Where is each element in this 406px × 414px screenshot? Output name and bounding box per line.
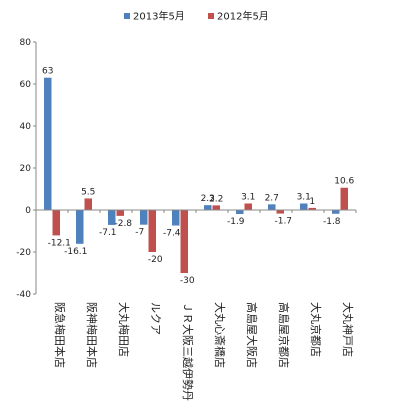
bar-series1 bbox=[236, 210, 244, 214]
legend-swatch bbox=[208, 13, 214, 19]
data-label: 3.1 bbox=[241, 192, 255, 202]
y-axis: -40 -20 0 20 40 60 80 bbox=[16, 38, 37, 300]
data-label: -30 bbox=[180, 276, 195, 286]
bar-series2 bbox=[244, 203, 252, 210]
data-label: 2.7 bbox=[265, 193, 279, 203]
bar-series2 bbox=[308, 207, 316, 210]
category-label: 大丸梅田店 bbox=[117, 302, 131, 357]
data-labels: 63 -16.1 -7.1 -7 -7.4 2.3 -1.9 2.7 3.1 -1.8 -12.1 5… bbox=[42, 67, 355, 286]
legend: 2013年5月 2012年5月 bbox=[124, 10, 269, 23]
data-label: 2.3 bbox=[201, 194, 215, 204]
category-label: 阪急梅田本店 bbox=[53, 302, 67, 368]
category-label: 高島屋京都店 bbox=[277, 302, 291, 368]
data-label: -2.8 bbox=[114, 219, 132, 229]
data-label: -7.1 bbox=[99, 228, 117, 238]
legend-swatch bbox=[124, 13, 130, 19]
category-labels: 阪急梅田本店 阪神梅田本店 大丸梅田店 ルクア ＪＲ大阪三越伊勢丹 大丸心斎橋店 高島屋大阪… bbox=[53, 302, 355, 401]
category-label: ＪＲ大阪三越伊勢丹 bbox=[181, 302, 195, 401]
data-label: -20 bbox=[148, 255, 163, 265]
category-label: 高島屋大阪店 bbox=[245, 302, 259, 368]
data-label: 1 bbox=[309, 197, 315, 207]
data-label: 3.1 bbox=[297, 192, 311, 202]
y-tick-label: -20 bbox=[16, 248, 31, 258]
data-label: -7 bbox=[135, 228, 144, 238]
bar-series2 bbox=[340, 187, 348, 210]
legend-label: 2013年5月 bbox=[133, 10, 185, 23]
category-label: ルクア bbox=[149, 302, 162, 335]
y-tick-label: 0 bbox=[25, 206, 31, 216]
bar-series2 bbox=[212, 205, 220, 210]
data-label: -1.8 bbox=[323, 217, 341, 227]
data-label: 5.5 bbox=[81, 187, 95, 197]
bar-series2 bbox=[180, 210, 188, 273]
category-label: 大丸心斎橋店 bbox=[213, 302, 227, 368]
bar-series2 bbox=[84, 198, 92, 210]
bars bbox=[44, 77, 348, 273]
y-tick-label: 40 bbox=[20, 122, 32, 132]
y-tick-label: -40 bbox=[16, 290, 31, 300]
data-label: 10.6 bbox=[334, 177, 354, 187]
data-label: -1.7 bbox=[274, 217, 292, 227]
bar-series2 bbox=[148, 210, 156, 252]
data-label: -7.4 bbox=[163, 229, 181, 239]
bar-series1 bbox=[140, 210, 148, 225]
bar-series1 bbox=[44, 77, 52, 210]
x-axis bbox=[35, 209, 357, 213]
bar-series1 bbox=[172, 210, 180, 226]
y-tick-label: 80 bbox=[20, 38, 32, 48]
category-label: 大丸京都店 bbox=[309, 302, 323, 357]
data-label: -16.1 bbox=[64, 247, 87, 257]
data-label: -12.1 bbox=[48, 238, 71, 248]
category-label: 大丸神戸店 bbox=[341, 302, 355, 357]
bar-series1 bbox=[332, 210, 340, 214]
bar-series2 bbox=[52, 210, 60, 236]
data-label: -1.9 bbox=[227, 217, 245, 227]
data-label: 2.2 bbox=[209, 194, 223, 204]
category-label: 阪神梅田本店 bbox=[85, 302, 99, 368]
y-tick-label: 60 bbox=[20, 80, 32, 90]
bar-series2 bbox=[116, 210, 124, 216]
legend-label: 2012年5月 bbox=[217, 10, 269, 23]
bar-series1 bbox=[268, 204, 276, 210]
bar-series2 bbox=[276, 210, 284, 214]
y-tick-label: 20 bbox=[20, 164, 32, 174]
bar-series1 bbox=[108, 210, 116, 225]
bar-series1 bbox=[300, 203, 308, 210]
bar-series1 bbox=[76, 210, 84, 244]
bar-series1 bbox=[204, 205, 212, 210]
data-label: 63 bbox=[42, 67, 53, 77]
